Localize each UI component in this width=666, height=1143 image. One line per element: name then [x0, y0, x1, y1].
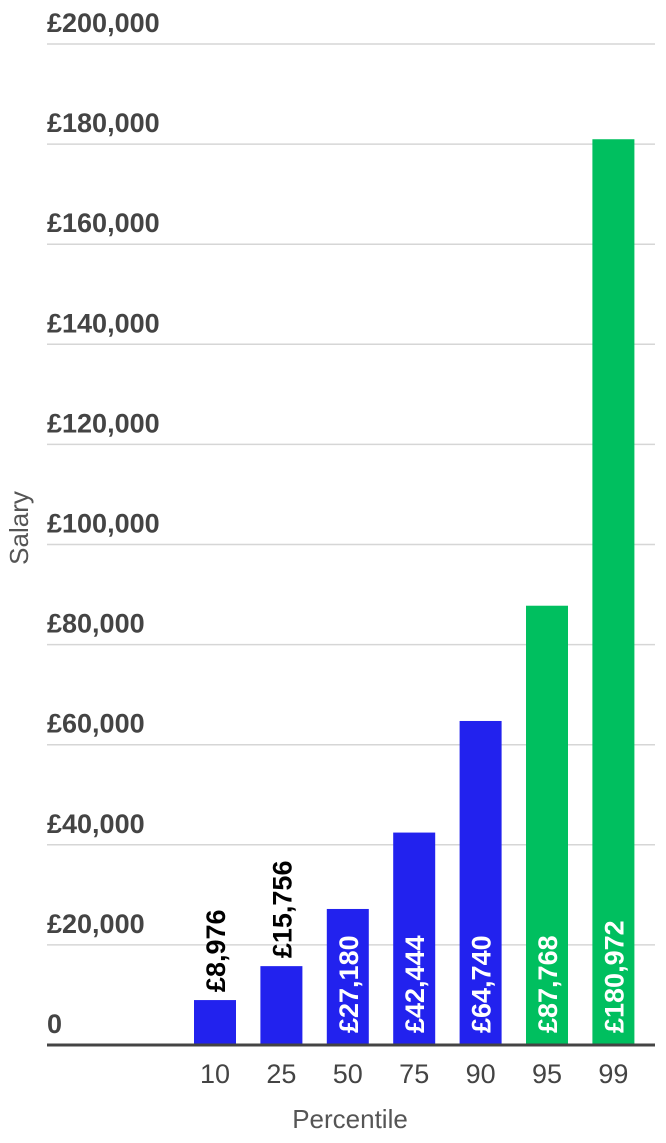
x-tick-label: 50 [333, 1059, 363, 1089]
bars: £8,976 £15,756 £27,180 £42,444 £64,740 £87,76… [194, 139, 635, 1046]
data-label: £87,768 [533, 935, 563, 1033]
bar-99 [592, 139, 635, 1046]
bar-50 [326, 908, 369, 1045]
bar-25 [260, 966, 303, 1045]
y-tick-label: 0 [47, 1009, 62, 1039]
y-tick-label: £160,000 [47, 208, 160, 238]
x-tick-label: 95 [532, 1059, 562, 1089]
y-tick-label: £40,000 [47, 809, 145, 839]
bar-10 [194, 1000, 236, 1045]
bar-90 [459, 720, 502, 1045]
y-tick-label: £120,000 [47, 408, 160, 438]
x-tick-labels: 10 25 50 75 90 95 99 [200, 1059, 628, 1089]
data-label: £15,756 [267, 861, 297, 959]
bar-75 [393, 832, 436, 1045]
y-tick-label: £140,000 [47, 308, 160, 338]
y-tick-label: £60,000 [47, 709, 145, 739]
y-tick-label: £100,000 [47, 509, 160, 539]
y-axis-label: Salary [4, 491, 34, 565]
gridlines [47, 43, 655, 946]
y-tick-label: £80,000 [47, 609, 145, 639]
x-tick-label: 90 [466, 1059, 496, 1089]
data-label: £180,972 [599, 920, 629, 1033]
y-tick-label: £200,000 [47, 8, 160, 38]
data-label: £8,976 [201, 909, 231, 992]
x-axis-label: Percentile [292, 1104, 408, 1134]
y-tick-label: £20,000 [47, 909, 145, 939]
data-label: £27,180 [334, 935, 364, 1033]
x-tick-label: 99 [598, 1059, 628, 1089]
x-tick-label: 25 [266, 1059, 296, 1089]
x-tick-label: 75 [399, 1059, 429, 1089]
y-tick-labels: 0 £20,000 £40,000 £60,000 £80,000 £100,000 £12… [47, 8, 160, 1039]
y-tick-label: £180,000 [47, 108, 160, 138]
x-tick-label: 10 [200, 1059, 230, 1089]
data-label: £64,740 [467, 935, 497, 1033]
bar-95 [526, 605, 568, 1045]
data-label: £42,444 [400, 935, 430, 1033]
